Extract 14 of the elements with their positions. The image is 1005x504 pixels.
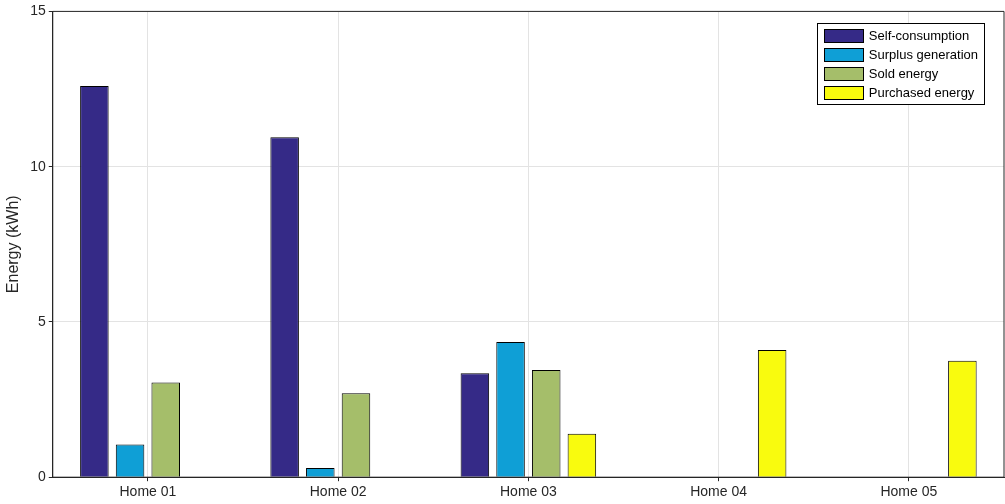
y-axis-title: Energy (kWh) [4,195,22,294]
x-tick-label: Home 01 [119,483,177,500]
y-tick-label: 15 [30,2,46,19]
legend-label: Self-consumption [868,28,970,44]
legend-label: Purchased energy [868,85,975,101]
legend-label: Sold energy [868,66,939,82]
x-tick-label: Home 05 [880,483,938,500]
legend-label: Surplus generation [868,47,978,63]
y-tick-label: 5 [37,312,46,329]
x-tick-label: Home 03 [499,483,557,500]
x-tick-label: Home 04 [690,483,748,500]
x-tick-label: Home 02 [309,483,367,500]
y-tick-label: 0 [37,468,46,485]
y-tick-label: 10 [30,157,46,174]
